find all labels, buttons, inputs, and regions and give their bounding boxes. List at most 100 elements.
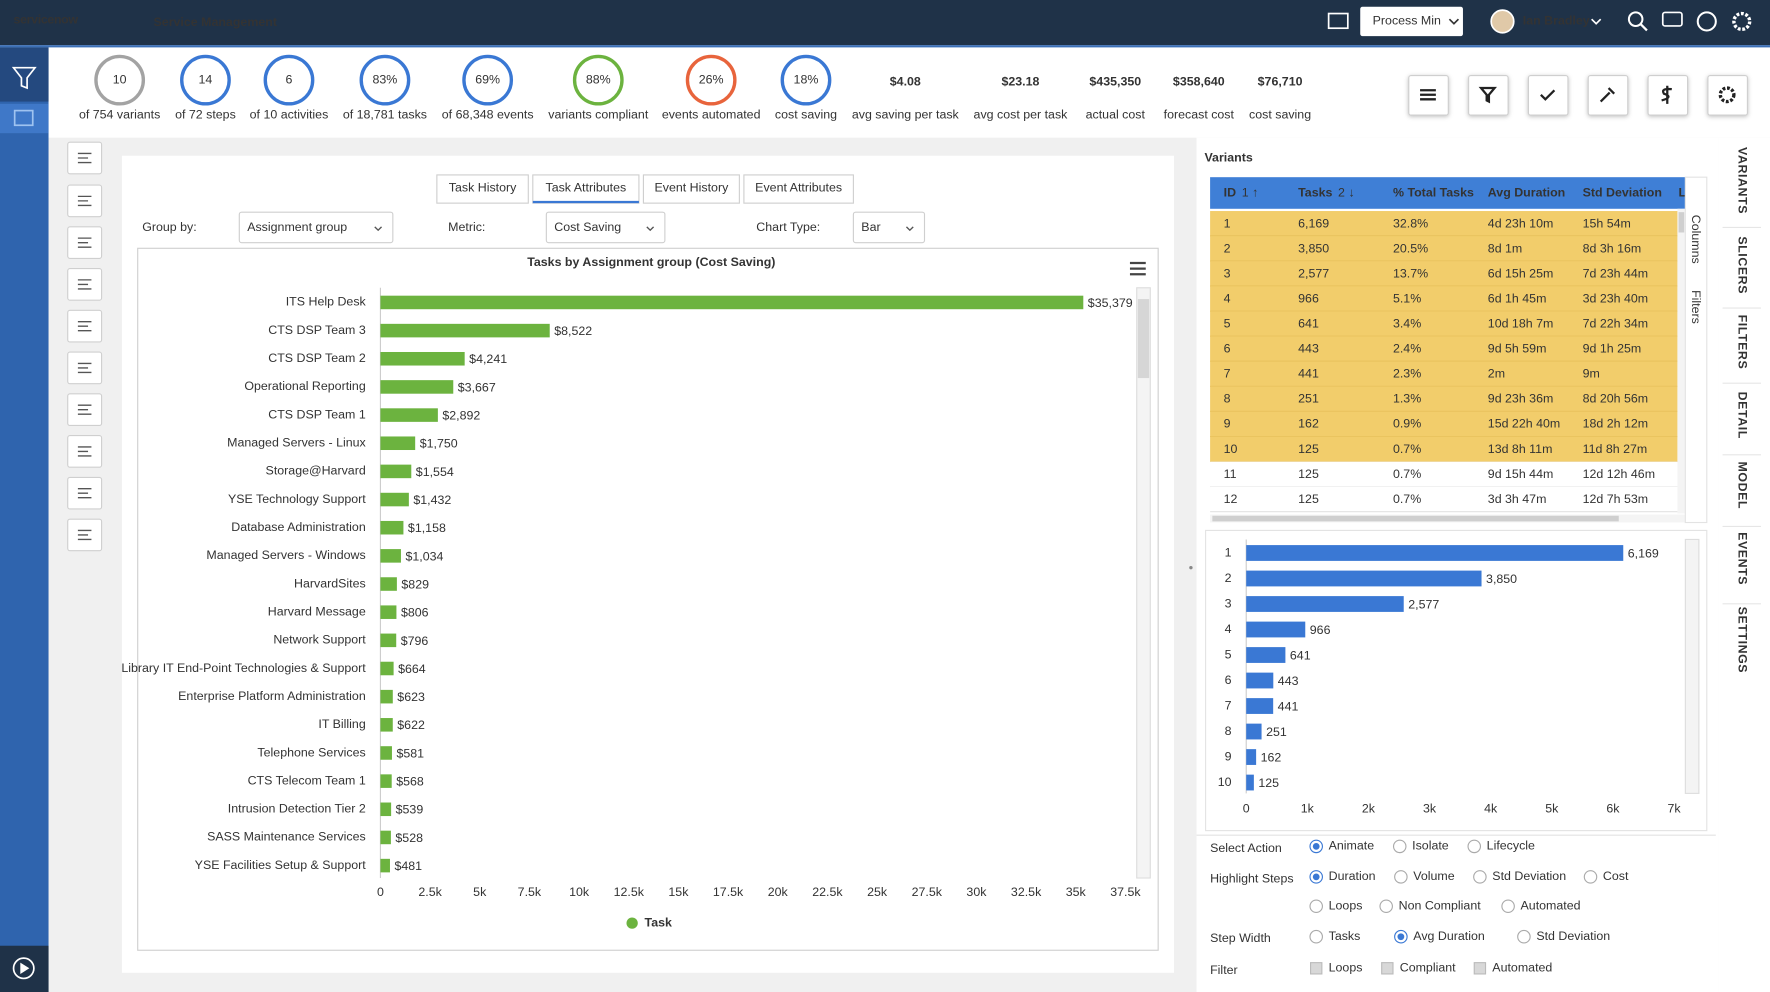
option-label: Loops [1329, 961, 1363, 975]
table-row[interactable] [1210, 386, 1678, 412]
bar-value-label: 441 [1278, 699, 1299, 713]
bar [380, 436, 416, 451]
nav-tab: SLICERS [1735, 236, 1749, 294]
checkbox[interactable] [1310, 962, 1323, 975]
control-select[interactable] [238, 211, 394, 244]
bar [380, 661, 394, 676]
checkbox[interactable] [1473, 962, 1487, 975]
nav-tab: DETAIL [1735, 392, 1749, 439]
help-icon[interactable] [1696, 11, 1717, 32]
toolbar-button[interactable] [1707, 75, 1748, 116]
table-cell: 7d 23h 44m [1583, 266, 1649, 280]
tab[interactable] [642, 174, 740, 204]
table-row[interactable] [1210, 236, 1678, 262]
search-handle [1639, 22, 1648, 32]
tab[interactable] [436, 174, 529, 204]
table-cell: 6d 1h 45m [1488, 291, 1547, 305]
search-icon[interactable] [1627, 11, 1644, 27]
kpi-ring [462, 54, 514, 106]
table-cell: 8 [1224, 392, 1231, 406]
chat-icon[interactable] [1661, 11, 1683, 27]
kpi-ring-value: 10 [113, 72, 127, 86]
radio-button[interactable] [1517, 929, 1531, 944]
y-category-label: YSE Facilities Setup & Support [195, 858, 367, 872]
kpi-ring-value: 18% [794, 72, 819, 86]
table-cell: 8d 20h 56m [1583, 392, 1649, 406]
bar [380, 323, 550, 338]
control-value: Bar [861, 220, 880, 234]
kpi-ring-value: 69% [475, 72, 500, 86]
table-row[interactable] [1210, 486, 1678, 512]
column-header: % Total Tasks [1393, 185, 1474, 199]
bar [380, 408, 438, 422]
nav-strip [1718, 137, 1770, 992]
table-row[interactable] [1210, 361, 1678, 387]
option-label: Automated [1521, 899, 1581, 913]
radio-button[interactable] [1394, 870, 1408, 884]
table-cell: 3d 23h 40m [1583, 291, 1649, 305]
table-row[interactable] [1210, 336, 1678, 362]
bar-value-label: $796 [401, 634, 429, 648]
checkbox[interactable] [1381, 962, 1394, 975]
bar-value-label: $806 [401, 606, 429, 620]
chart-scroll-thumb [1137, 299, 1150, 379]
table-cell: 8d 3h 16m [1583, 241, 1642, 255]
table-row[interactable] [1210, 261, 1678, 287]
tab-label: Event History [655, 181, 730, 195]
bar [380, 633, 397, 648]
option-group-label: Highlight Steps [1210, 871, 1293, 885]
radio-button[interactable] [1501, 899, 1515, 914]
brand: servicenow [14, 13, 79, 27]
table-row[interactable] [1210, 211, 1678, 237]
table-row[interactable] [1210, 461, 1678, 487]
radio-button[interactable] [1309, 899, 1323, 914]
bar-value-label: $623 [397, 690, 425, 704]
chart-nav-icon[interactable] [13, 109, 34, 127]
table-cell: 0.7% [1393, 467, 1421, 481]
play-button[interactable] [12, 957, 35, 980]
settings-icon[interactable] [1732, 11, 1752, 32]
table-row[interactable] [1210, 436, 1678, 462]
variants-chart-scroll [1684, 538, 1700, 794]
process-select[interactable] [1360, 6, 1463, 37]
table-cell: 0.7% [1393, 442, 1421, 456]
y-category-label: HarvardSites [294, 576, 366, 590]
radio-button[interactable] [1392, 839, 1407, 854]
table-cell: 10 [1224, 442, 1238, 456]
table-cell: 5 [1224, 317, 1231, 331]
tab[interactable] [743, 174, 854, 204]
bar-value-label: $1,432 [413, 493, 451, 507]
table-row[interactable] [1210, 411, 1678, 437]
screen-icon[interactable] [1327, 12, 1349, 30]
kpi-label: variants compliant [548, 107, 649, 121]
y-category-label: Library IT End-Point Technologies & Supp… [121, 661, 366, 675]
y-category-label: Operational Reporting [244, 379, 365, 393]
control-label: Chart Type: [756, 220, 820, 234]
radio-button[interactable] [1473, 870, 1487, 884]
radio-button[interactable] [1309, 929, 1323, 944]
y-category-label: CTS Telecom Team 1 [248, 773, 366, 787]
kpi-label: forecast cost [1164, 107, 1235, 121]
radio-button[interactable] [1379, 899, 1393, 914]
user-avatar[interactable] [1490, 9, 1515, 34]
bar-value-label: $829 [401, 577, 429, 591]
bar [380, 774, 392, 788]
control-select[interactable] [852, 211, 926, 244]
table-row[interactable] [1210, 311, 1678, 337]
nav-tab: FILTERS [1735, 315, 1749, 370]
toolbar-icon [1599, 87, 1616, 103]
nav-tab: VARIANTS [1735, 147, 1749, 214]
table-cell: 3 [1224, 266, 1231, 280]
table-cell: 966 [1298, 291, 1319, 305]
radio-button[interactable] [1583, 870, 1598, 884]
table-side-tab: Filters [1689, 290, 1703, 324]
option-label: Duration [1329, 869, 1376, 883]
radio-button[interactable] [1467, 839, 1482, 854]
chart-frame [137, 247, 1159, 951]
tab[interactable] [532, 174, 640, 204]
control-select[interactable] [545, 211, 666, 244]
table-row[interactable] [1210, 286, 1678, 312]
bar-value-label: 162 [1261, 750, 1282, 764]
y-category-label: YSE Technology Support [228, 492, 366, 506]
